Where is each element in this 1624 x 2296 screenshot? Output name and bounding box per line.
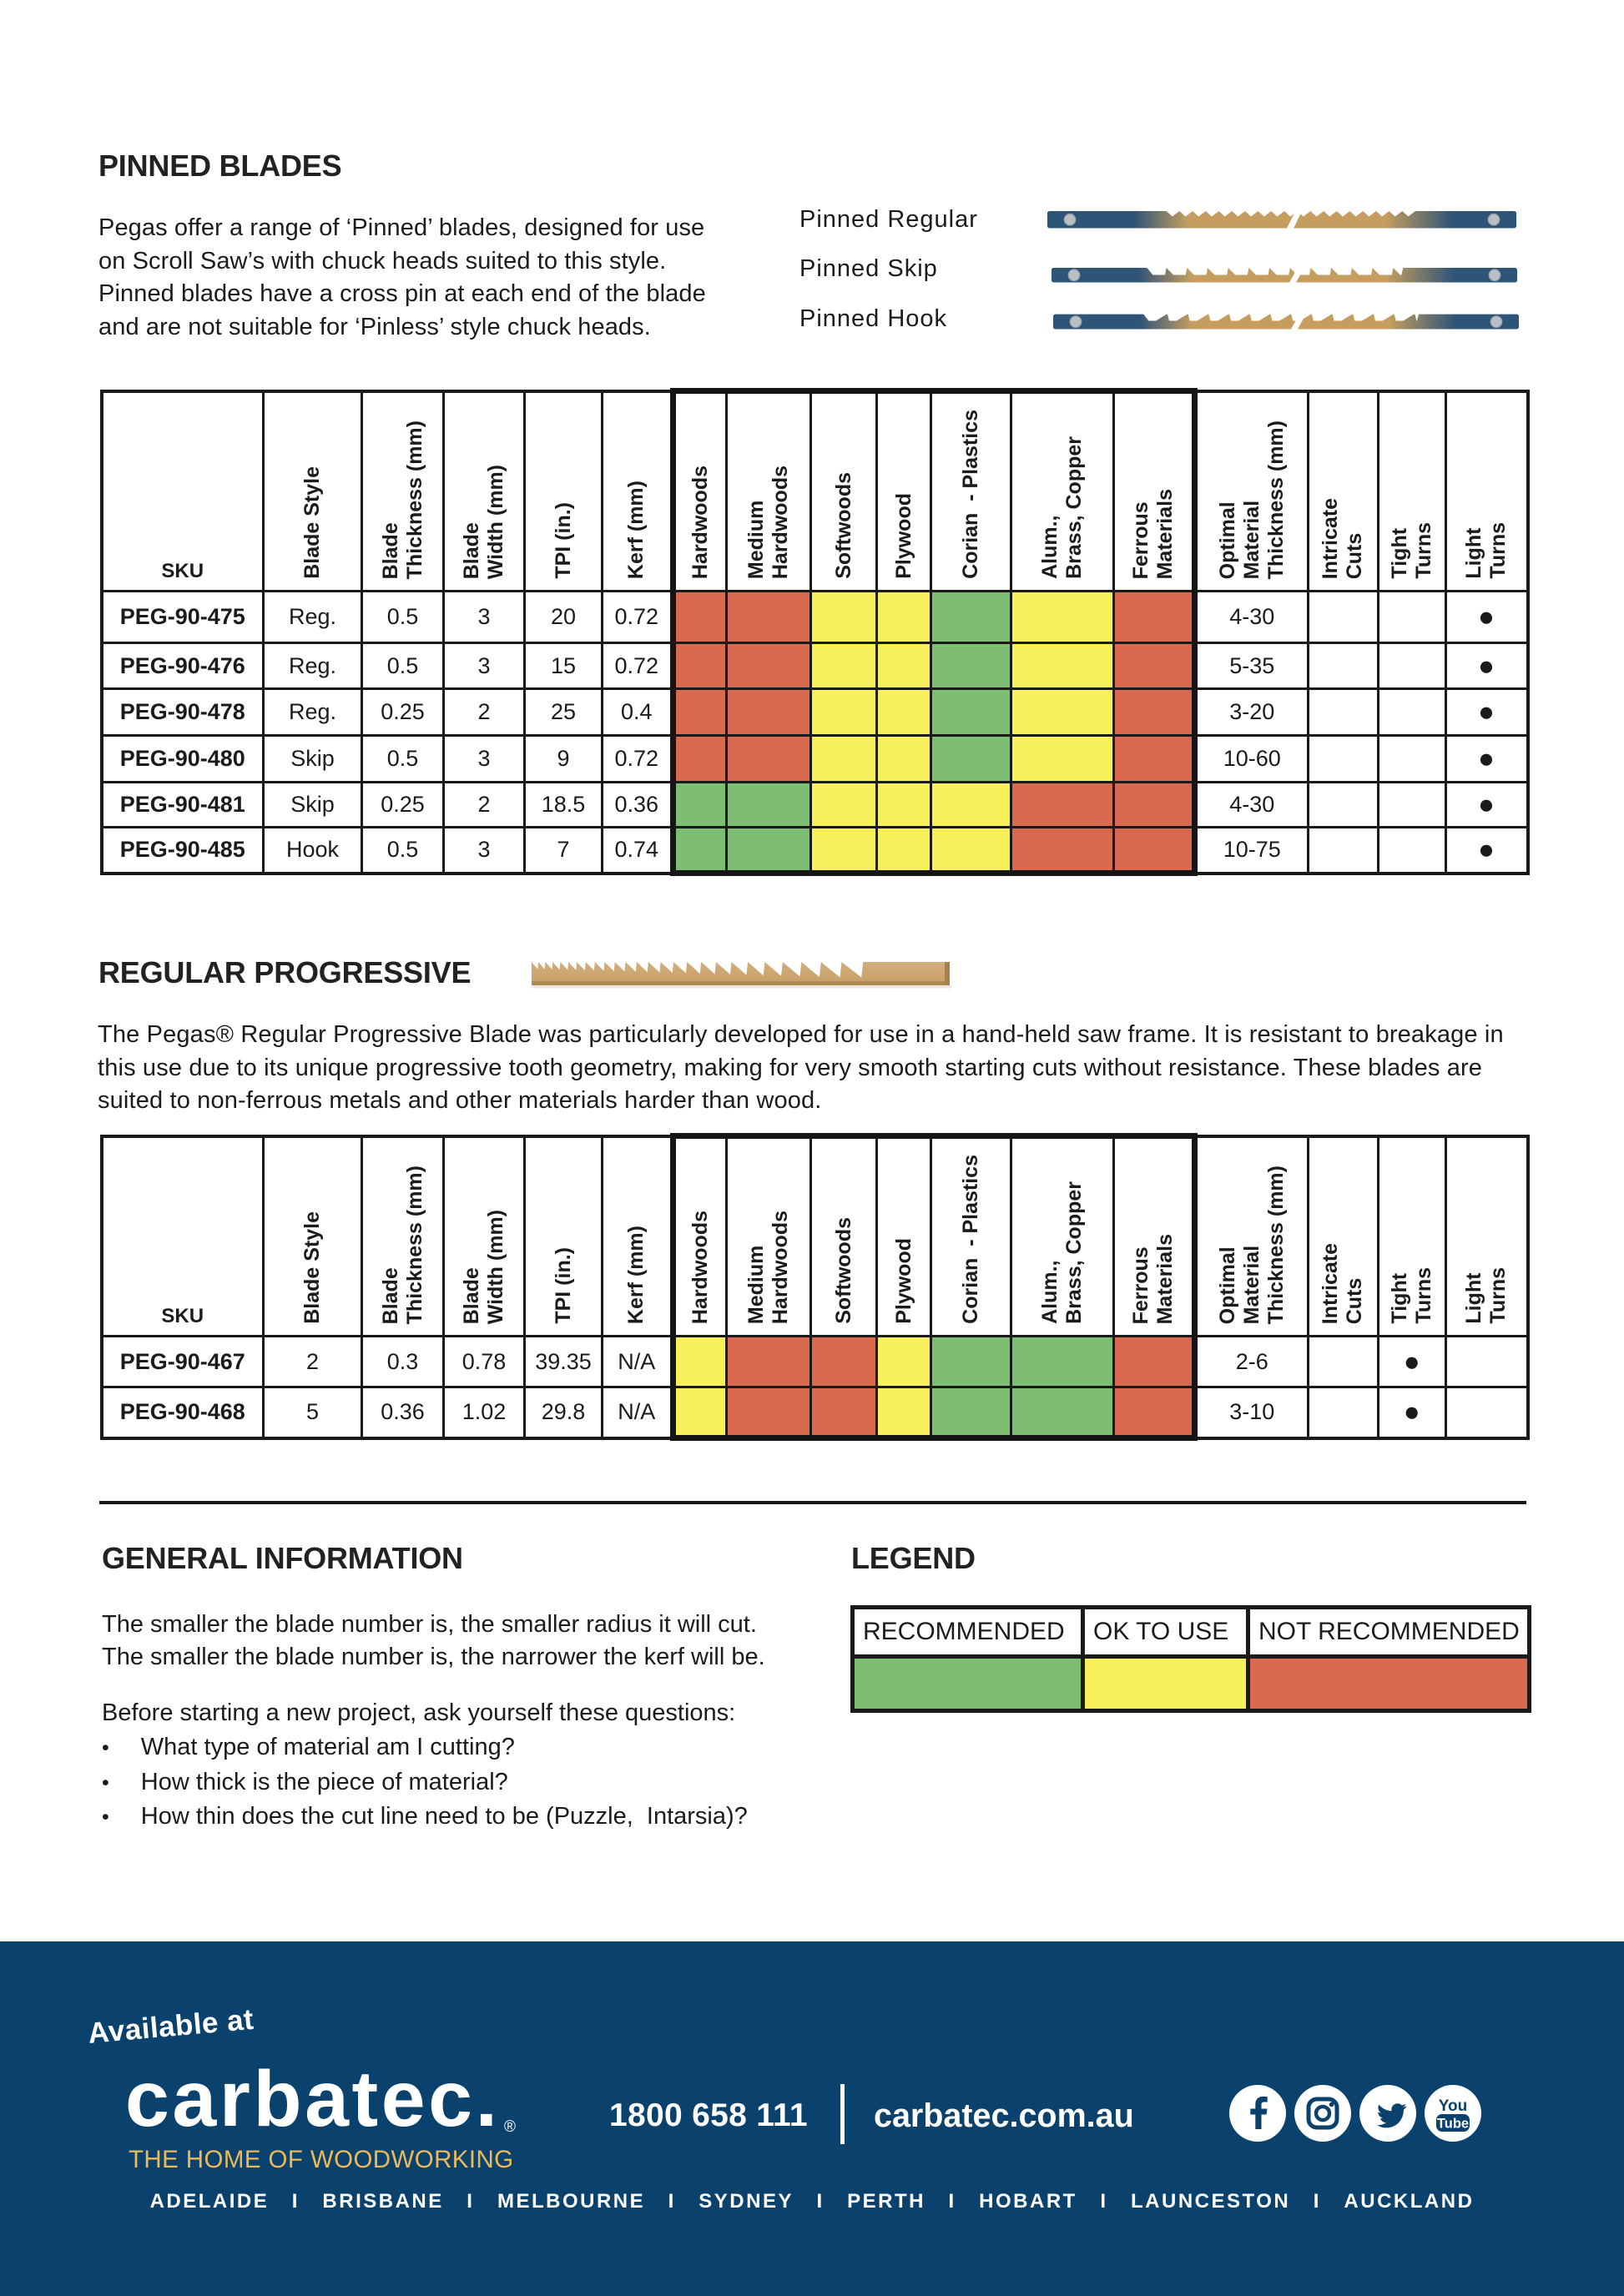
- svg-text:You: You: [1439, 2097, 1467, 2115]
- svg-text:Tube: Tube: [1437, 2117, 1469, 2132]
